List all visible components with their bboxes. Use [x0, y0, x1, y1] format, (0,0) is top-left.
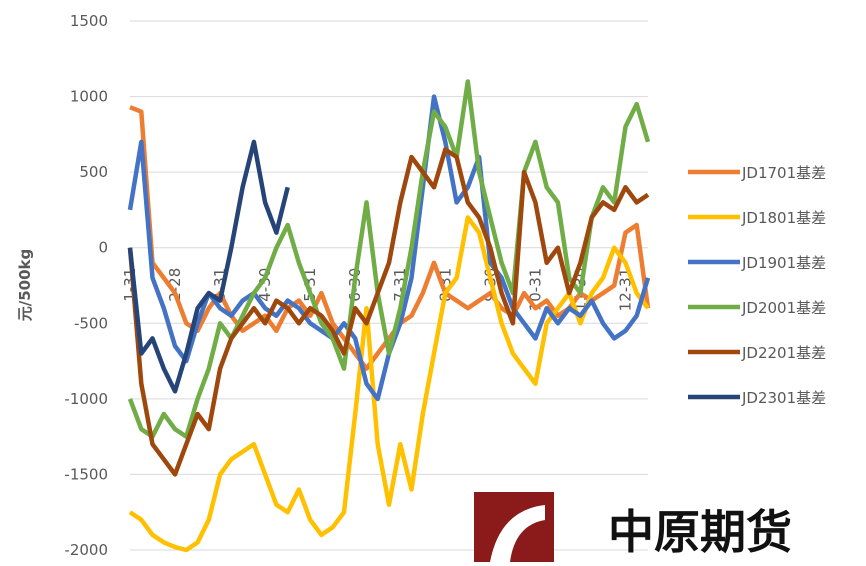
y-tick-label: -1000: [64, 390, 108, 408]
series-line: [127, 139, 290, 394]
y-tick-label: 500: [79, 163, 108, 181]
series-line: [127, 147, 650, 477]
y-tick-label: 1500: [70, 12, 108, 30]
y-axis-label: 元/500kg: [16, 249, 34, 322]
series-line: [128, 215, 650, 553]
legend-label: JD2301基差: [741, 389, 826, 407]
y-tick-label: -500: [74, 314, 108, 332]
legend-label: JD1901基差: [741, 254, 826, 272]
logo-swoosh: [490, 505, 545, 562]
y-tick-label: -2000: [64, 541, 108, 559]
x-tick-label: 4-30: [256, 268, 274, 302]
y-tick-label: -1500: [64, 465, 108, 483]
legend-label: JD1801基差: [741, 209, 826, 227]
series-line: [127, 79, 651, 439]
series-line: [129, 105, 651, 371]
legend-label: JD2201基差: [741, 344, 826, 362]
watermark-text: 中原期货: [608, 505, 792, 559]
watermark-logo: [474, 492, 554, 562]
y-tick-label: 1000: [70, 88, 108, 106]
legend-label: JD1701基差: [741, 164, 826, 182]
y-tick-label: 0: [98, 239, 108, 257]
x-tick-label: 2-28: [166, 268, 184, 302]
legend-label: JD2001基差: [741, 299, 826, 317]
